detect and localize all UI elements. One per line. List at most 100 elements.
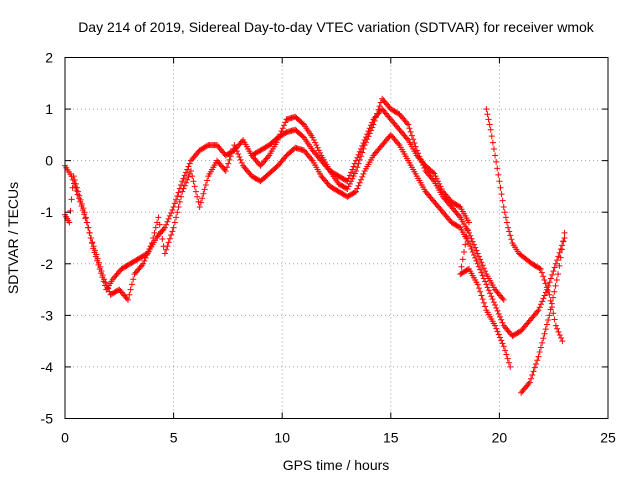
track-a-point: [465, 229, 472, 236]
track-c-point: [504, 355, 511, 362]
track-b-point: [90, 243, 97, 250]
y-axis-label: SDTVAR / TECUs: [5, 182, 21, 294]
track-b-point: [94, 255, 101, 262]
track-b-point: [101, 276, 108, 283]
track-b-point: [84, 219, 91, 226]
track-c-point: [344, 178, 351, 185]
track-b-point: [142, 254, 149, 261]
track-b-point: [187, 167, 194, 174]
track-d-point: [507, 232, 514, 239]
axes: 0 5 10 15 20 25 -5 -4 -3 -2 -1 0 1 2: [41, 50, 616, 446]
track-d-point: [545, 316, 552, 323]
track-b-point: [98, 268, 105, 275]
track-d-point: [555, 271, 562, 278]
track-b-point: [478, 269, 485, 276]
track-b-point: [190, 178, 197, 185]
track-a-point: [161, 224, 168, 231]
track-b-point: [77, 196, 84, 203]
track-a-point: [344, 186, 351, 193]
track-d-point: [545, 288, 552, 295]
track-b-point: [143, 251, 150, 258]
track-a-point: [310, 137, 317, 144]
track-d-point: [505, 224, 512, 231]
track-a-point: [314, 144, 321, 151]
track-b-point: [71, 176, 78, 183]
track-b-point: [181, 182, 188, 189]
track-b-point: [465, 240, 472, 247]
track-b-point: [359, 173, 366, 180]
track-a-point: [178, 181, 185, 188]
track-b-point: [95, 259, 102, 266]
track-a-point: [312, 139, 319, 146]
track-b-point: [175, 204, 182, 211]
track-b-point: [222, 167, 229, 174]
track-d-point: [554, 325, 561, 332]
track-a-point: [408, 132, 415, 139]
track-c-point: [348, 169, 355, 176]
track-a-point: [184, 166, 191, 173]
track-b-point: [176, 198, 183, 205]
data-points: [62, 95, 568, 396]
track-d-point: [558, 335, 565, 342]
track-d-point: [541, 330, 548, 337]
track-c-point: [369, 119, 376, 126]
track-b-point: [226, 156, 233, 163]
track-d-point: [547, 297, 554, 304]
track-b-point: [126, 291, 133, 298]
track-d-point: [560, 238, 567, 245]
track-c-point: [434, 178, 441, 185]
track-a-point: [474, 250, 481, 257]
track-d-point: [495, 171, 502, 178]
track-a-point: [351, 170, 358, 177]
track-b-point: [236, 153, 243, 160]
track-b-point: [85, 224, 92, 231]
track-c-point: [438, 186, 445, 193]
track-b-point: [82, 214, 89, 221]
track-b-point: [197, 199, 204, 206]
track-b-point: [360, 170, 367, 177]
track-b-point: [183, 179, 190, 186]
track-b-point: [103, 282, 110, 289]
track-b-point: [67, 207, 74, 214]
track-a-point: [500, 296, 507, 303]
track-d-point: [487, 126, 494, 133]
track-b-point: [490, 299, 497, 306]
track-c-point: [475, 285, 482, 292]
track-b-point: [492, 302, 499, 309]
y-tick-label: 0: [45, 153, 53, 169]
track-c-point: [431, 170, 438, 177]
track-b-point: [141, 257, 148, 264]
track-d-point: [486, 121, 493, 128]
track-b-point: [223, 164, 230, 171]
track-b-point: [499, 319, 506, 326]
x-tick-label: 25: [600, 430, 616, 446]
track-d-point: [542, 280, 549, 287]
track-d-point: [497, 184, 504, 191]
track-c-point: [403, 135, 410, 142]
track-b-point: [474, 260, 481, 267]
track-d-point: [540, 273, 547, 280]
track-c-point: [480, 299, 487, 306]
track-d-point: [493, 158, 500, 165]
track-a-point: [482, 268, 489, 275]
track-a-point: [183, 169, 190, 176]
track-b-point: [81, 209, 88, 216]
track-c-point: [459, 256, 466, 263]
track-b-point: [170, 224, 177, 231]
track-b-point: [539, 298, 546, 305]
track-c-point: [495, 331, 502, 338]
track-b-point: [204, 177, 211, 184]
track-d-point: [498, 191, 505, 198]
track-b-point: [191, 183, 198, 190]
track-b-point: [231, 142, 238, 149]
track-b-point: [480, 275, 487, 282]
track-c-point: [360, 139, 367, 146]
track-b-point: [353, 188, 360, 195]
track-d-point: [508, 236, 515, 243]
track-d-point: [528, 375, 535, 382]
track-a-point: [353, 167, 360, 174]
track-a-point: [264, 153, 271, 160]
track-b-point: [86, 229, 93, 236]
track-a-point: [169, 207, 176, 214]
track-b-point: [174, 209, 181, 216]
